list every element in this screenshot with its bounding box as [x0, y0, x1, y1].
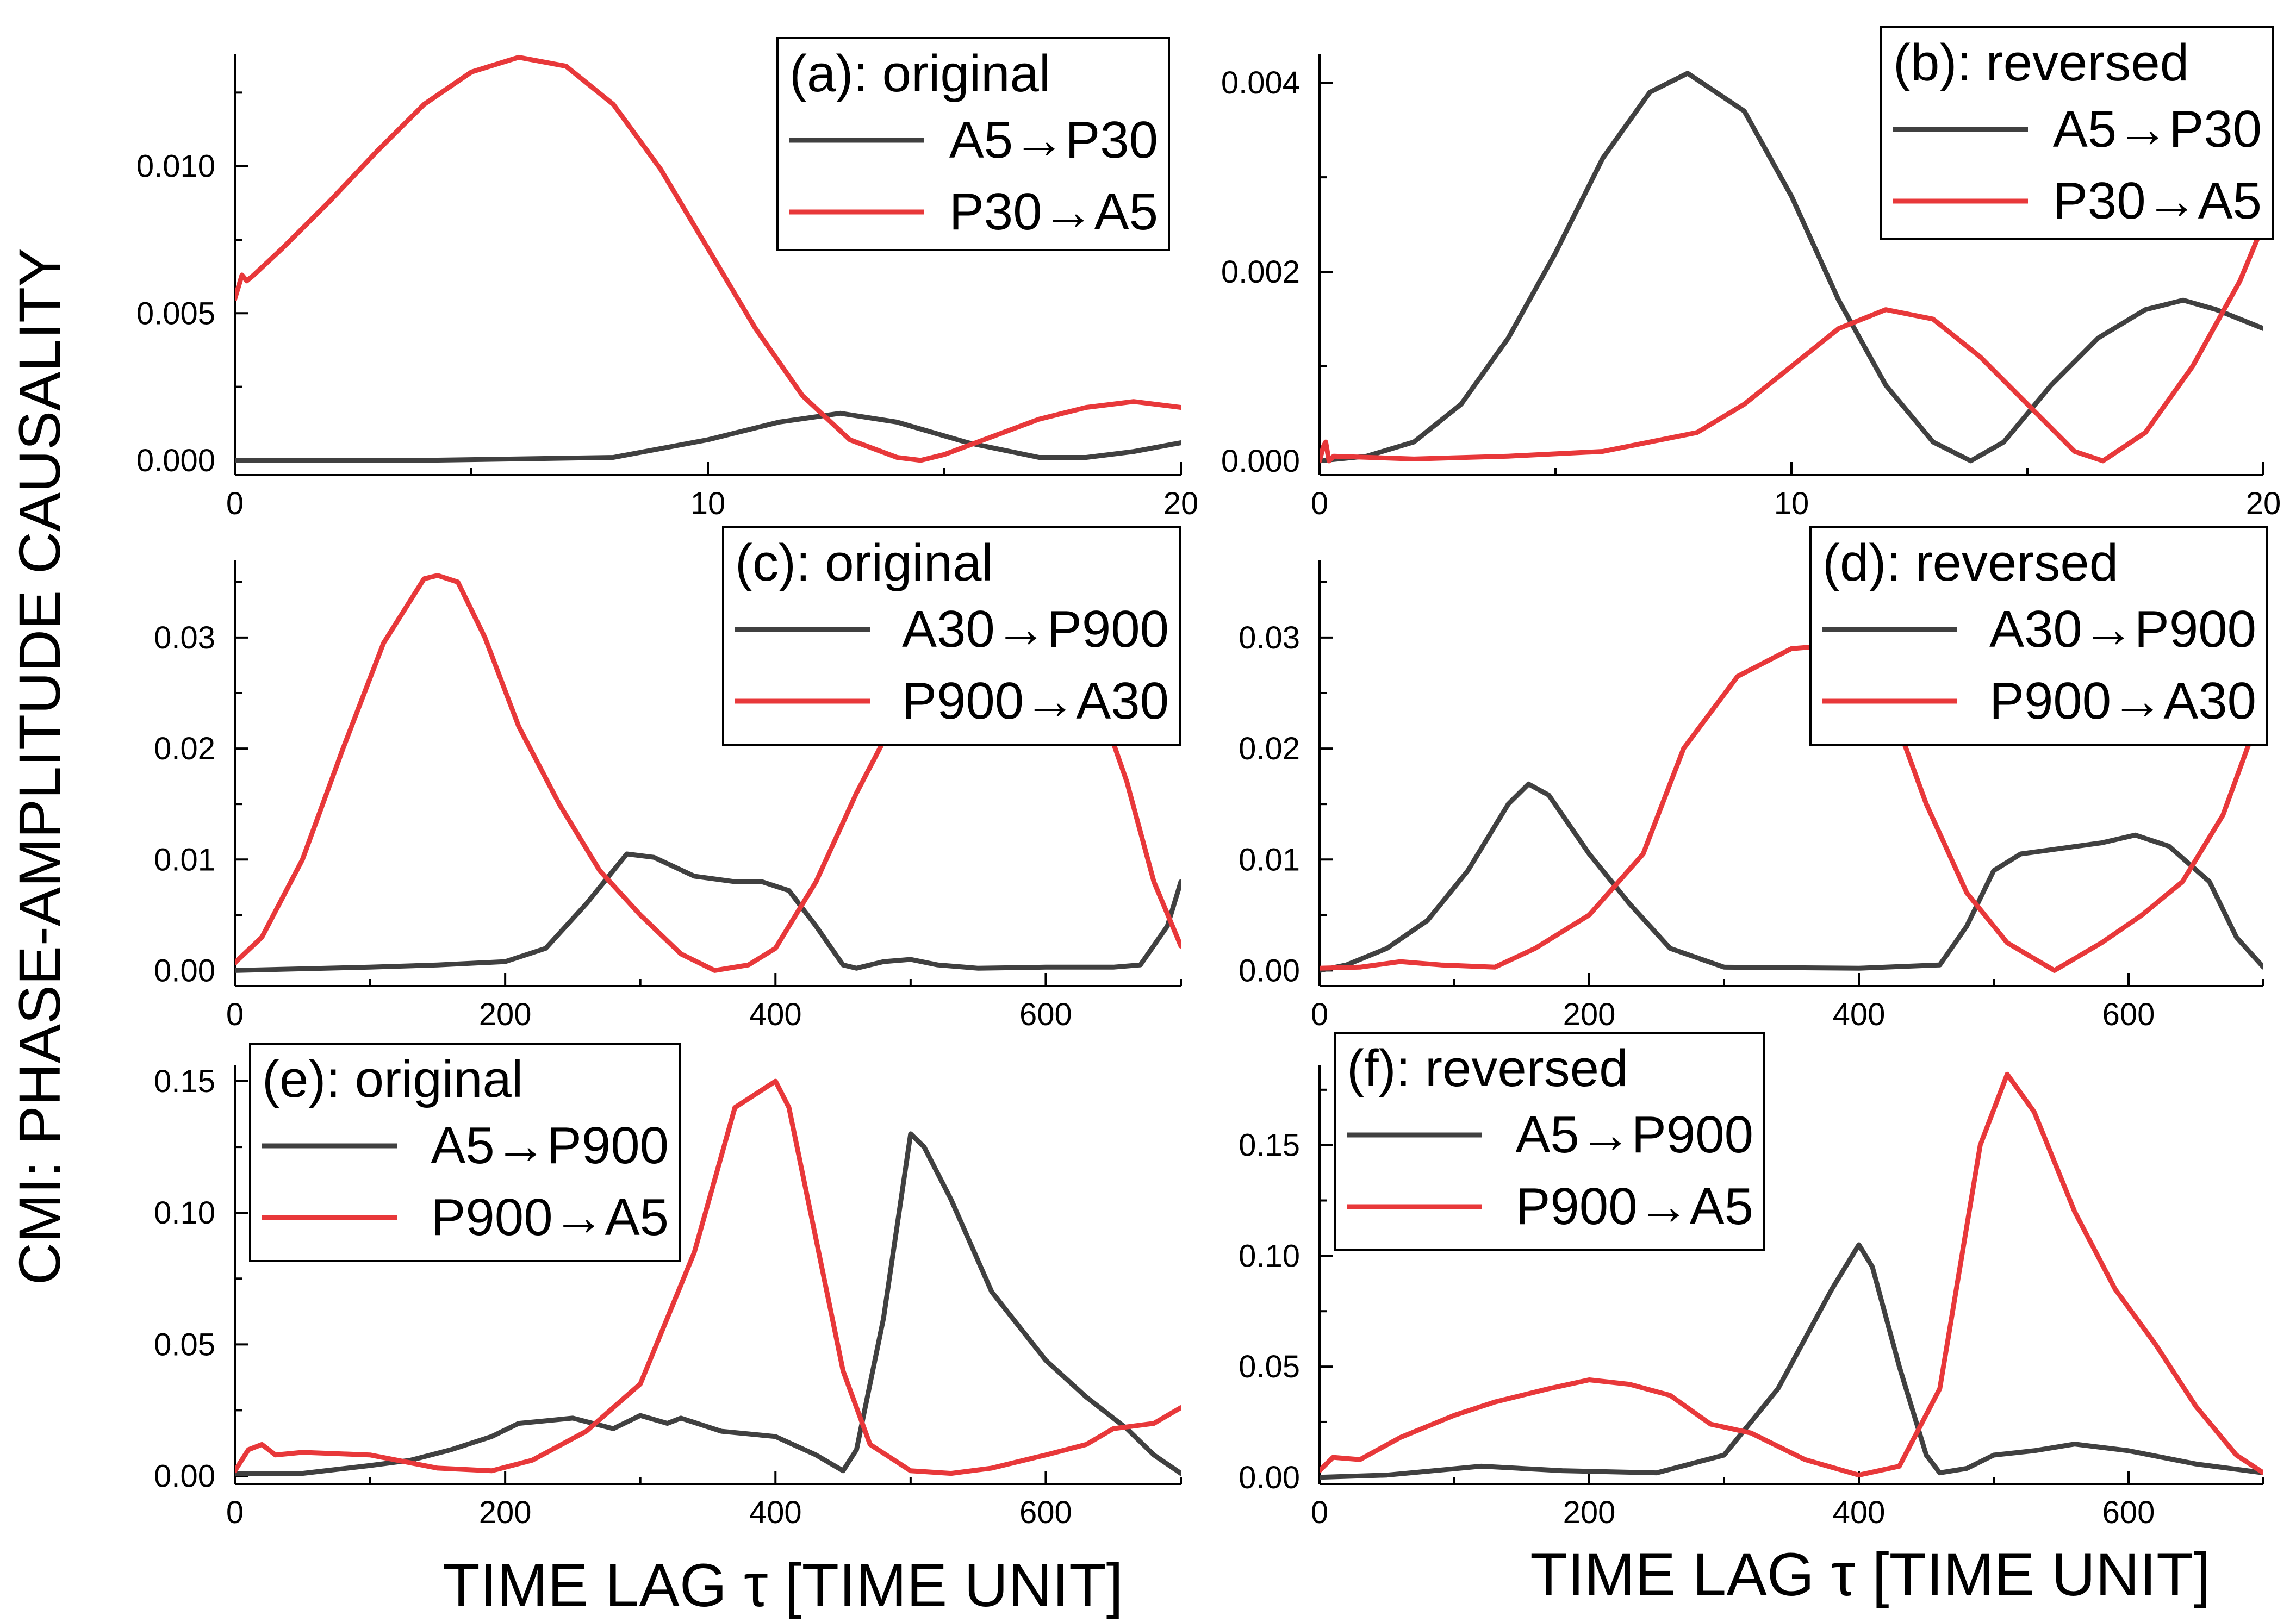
legend-box-a — [776, 37, 1170, 251]
series-line-b-black — [1320, 71, 2263, 464]
x-tick-label-f: 200 — [1563, 1495, 1616, 1530]
legend-label-a-0: A5→P30 — [949, 111, 1158, 169]
panel-d: 0 200 400 600 0.00 0.01 0.02 0.03 (d): reversed A… — [1239, 526, 2268, 1032]
x-tick-label-a: 10 — [690, 486, 726, 521]
legend-label-a-1: P30→A5 — [949, 183, 1158, 241]
x-axis-label-right: TIME LAG τ [TIME UNIT] — [1530, 1540, 2210, 1608]
legend-b: (b): reversed A5→P30 P30→A5 — [1880, 26, 2274, 240]
series-line-d-black — [1320, 781, 2263, 973]
series-line-f-red — [1320, 1071, 2263, 1478]
x-tick-label-c: 600 — [1019, 997, 1072, 1032]
legend-box-e — [249, 1043, 681, 1262]
x-tick-label-c: 400 — [749, 997, 802, 1032]
legend-label-e-1: P900→A5 — [431, 1188, 669, 1246]
legend-label-f-1: P900→A5 — [1515, 1177, 1753, 1236]
panel-title-d: (d): reversed — [1822, 534, 2118, 592]
legend-a: (a): original A5→P30 P30→A5 — [776, 37, 1170, 251]
x-tick-label-d: 600 — [2102, 997, 2155, 1032]
y-tick-label-f: 0.00 — [1239, 1460, 1300, 1495]
panel-title-b: (b): reversed — [1893, 34, 2189, 92]
x-tick-label-c: 200 — [479, 997, 532, 1032]
legend-box-d — [1809, 526, 2268, 746]
x-tick-label-d: 200 — [1563, 997, 1616, 1032]
legend-label-d-0: A30→P900 — [1989, 600, 2256, 658]
series-group-e — [235, 1078, 1181, 1476]
y-tick-label-a: 0.010 — [136, 149, 215, 184]
y-tick-label-d: 0.03 — [1239, 620, 1300, 656]
y-tick-label-e: 0.15 — [154, 1064, 215, 1099]
y-axis-label: CMI: PHASE-AMPLITUDE CAUSALITY — [7, 248, 72, 1285]
y-tick-label-d: 0.00 — [1239, 953, 1300, 988]
legend-label-c-1: P900→A30 — [902, 672, 1169, 730]
y-tick-label-f: 0.15 — [1239, 1128, 1300, 1163]
legend-box-b — [1880, 26, 2274, 240]
x-tick-label-e: 400 — [749, 1495, 802, 1530]
x-tick-label-d: 400 — [1833, 997, 1886, 1032]
y-tick-label-d: 0.01 — [1239, 842, 1300, 877]
y-tick-label-b: 0.004 — [1221, 65, 1300, 101]
series-group-b — [1320, 71, 2263, 464]
x-tick-label-a: 20 — [1163, 486, 1199, 521]
y-tick-label-e: 0.00 — [154, 1458, 215, 1494]
x-tick-label-e: 600 — [1019, 1495, 1072, 1530]
x-axis-label-left: TIME LAG τ [TIME UNIT] — [443, 1551, 1123, 1619]
series-line-a-black — [235, 410, 1181, 463]
y-tick-label-a: 0.005 — [136, 296, 215, 331]
legend-box-c — [722, 526, 1181, 746]
panel-title-a: (a): original — [789, 45, 1050, 103]
y-tick-label-c: 0.03 — [154, 620, 215, 656]
y-tick-label-c: 0.01 — [154, 842, 215, 877]
legend-f: (f): reversed A5→P900 P900→A5 — [1334, 1032, 1765, 1251]
panel-f: 0 200 400 600 0.00 0.05 0.10 0.15 (f): reversed A… — [1239, 1032, 2264, 1530]
y-tick-label-d: 0.02 — [1239, 731, 1300, 766]
legend-label-b-1: P30→A5 — [2053, 172, 2262, 230]
legend-d: (d): reversed A30→P900 P900→A30 — [1809, 526, 2268, 746]
y-tick-label-f: 0.10 — [1239, 1238, 1300, 1274]
panel-title-f: (f): reversed — [1347, 1039, 1628, 1097]
series-line-b-red — [1320, 222, 2263, 464]
x-tick-label-e: 200 — [479, 1495, 532, 1530]
panel-e: 0 200 400 600 0.00 0.05 0.10 0.15 (e): original A… — [154, 1043, 1182, 1530]
x-tick-label-c: 0 — [226, 997, 244, 1032]
y-tick-label-c: 0.00 — [154, 953, 215, 988]
y-tick-label-c: 0.02 — [154, 731, 215, 766]
series-line-f-black — [1320, 1242, 2263, 1480]
x-tick-label-f: 600 — [2102, 1495, 2155, 1530]
y-tick-label-b: 0.000 — [1221, 444, 1300, 479]
legend-label-e-0: A5→P900 — [431, 1116, 669, 1175]
panel-b: 0 10 20 0.000 0.002 0.004 (b): reversed A5→P30 P… — [1221, 26, 2281, 521]
legend-label-b-0: A5→P30 — [2053, 100, 2262, 158]
x-tick-label-b: 10 — [1774, 486, 1809, 521]
legend-e: (e): original A5→P900 P900→A5 — [249, 1043, 681, 1262]
series-line-c-black — [235, 851, 1181, 973]
series-group-a — [235, 54, 1181, 463]
x-tick-label-f: 0 — [1311, 1495, 1328, 1530]
legend-label-f-0: A5→P900 — [1515, 1106, 1753, 1164]
panel-title-c: (c): original — [735, 534, 993, 592]
legend-box-f — [1334, 1032, 1765, 1251]
legend-label-c-0: A30→P900 — [902, 600, 1169, 658]
y-tick-label-a: 0.000 — [136, 443, 215, 478]
x-tick-label-d: 0 — [1311, 997, 1328, 1032]
panel-a: 0 10 20 0.000 0.005 0.010 (a): original A5→P30 P… — [136, 37, 1199, 521]
series-line-a-red — [235, 54, 1181, 463]
x-tick-label-b: 20 — [2246, 486, 2281, 521]
x-tick-label-a: 0 — [226, 486, 244, 521]
y-tick-label-b: 0.002 — [1221, 254, 1300, 290]
y-tick-label-e: 0.05 — [154, 1327, 215, 1362]
y-tick-label-e: 0.10 — [154, 1195, 215, 1231]
x-tick-label-b: 0 — [1311, 486, 1328, 521]
series-line-e-red — [235, 1078, 1181, 1476]
panel-c: 0 200 400 600 0.00 0.01 0.02 0.03 (c): original A… — [154, 526, 1182, 1032]
legend-label-d-1: P900→A30 — [1989, 672, 2256, 730]
legend-c: (c): original A30→P900 P900→A30 — [722, 526, 1181, 746]
x-tick-label-f: 400 — [1833, 1495, 1886, 1530]
series-line-e-black — [235, 1131, 1181, 1476]
panel-title-e: (e): original — [262, 1050, 523, 1108]
x-tick-label-e: 0 — [226, 1495, 244, 1530]
y-tick-label-f: 0.05 — [1239, 1349, 1300, 1384]
series-group-f — [1320, 1071, 2263, 1480]
